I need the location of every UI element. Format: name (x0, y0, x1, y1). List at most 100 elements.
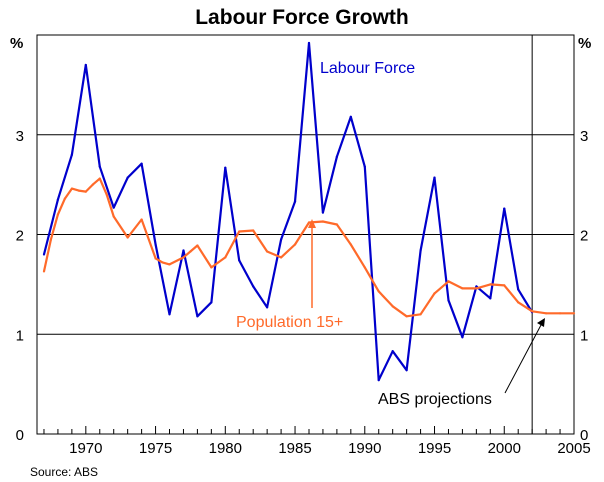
labour-force-point (56, 198, 60, 201)
y-tick-label-left: 0 (16, 427, 24, 444)
labour-force-point (279, 238, 283, 241)
population-15-point (252, 229, 255, 232)
labour-force-point (266, 306, 269, 309)
tick-labels: 0 0 1 1 2 2 3 3 1970 1975 1980 1985 1990 1995 2000 2005 (16, 128, 591, 457)
labour-force-point (461, 336, 464, 339)
population-15-point (140, 218, 143, 221)
population-15-point (349, 243, 352, 246)
labour-force-point (335, 155, 338, 158)
plot-frame (36, 34, 575, 435)
population-15-point (126, 236, 129, 239)
source-note: Source: ABS (30, 465, 98, 479)
labour-force-point (252, 285, 255, 288)
series-lines (42, 41, 576, 382)
y-tick-label-left: 1 (16, 327, 24, 344)
labour-force-point (405, 369, 408, 372)
labour-force-point (489, 297, 492, 300)
projections-arrow (504, 324, 542, 394)
population-label: Population 15+ (236, 314, 343, 331)
population-15-point (91, 183, 94, 186)
population-15-point (377, 290, 380, 293)
population-15-point (168, 263, 171, 266)
labour-force-point (517, 288, 520, 291)
x-tick-label: 1985 (278, 440, 311, 457)
y-axis-unit-left: % (10, 35, 23, 52)
population-15-point (545, 312, 548, 315)
labour-force-point (503, 207, 506, 210)
y-tick-label-right: 0 (580, 427, 588, 444)
projections-arrowhead (537, 318, 545, 327)
population-15-point (419, 313, 422, 316)
labour-force-point (433, 176, 436, 179)
x-tick-label: 2005 (557, 440, 590, 457)
population-15-point (112, 215, 115, 218)
population-15-point (558, 312, 562, 315)
population-15-point (517, 301, 520, 304)
population-15-point (572, 312, 576, 315)
population-15-point (279, 256, 283, 259)
population-15-point (70, 187, 73, 190)
y-tick-label-right: 3 (580, 128, 588, 145)
labour-force-label: Labour Force (320, 60, 415, 77)
axis-ticks (43, 426, 575, 434)
y-tick-label-right: 2 (580, 228, 588, 245)
labour-force-point (475, 285, 478, 288)
labour-force-point (70, 153, 73, 156)
population-15-point (189, 250, 192, 253)
population-15-point (475, 287, 478, 290)
labour-force-point (182, 249, 185, 252)
population-15-point (531, 310, 534, 313)
y-tick-label-left: 3 (16, 128, 24, 145)
labour-force-point (321, 211, 325, 214)
labour-force-point (168, 313, 171, 316)
x-tick-label: 1980 (209, 440, 242, 457)
population-15-point (98, 177, 101, 180)
labour-force-point (140, 162, 143, 165)
x-tick-label: 2000 (488, 440, 521, 457)
population-15-point (161, 261, 164, 264)
population-15-point (293, 243, 297, 246)
population-15-point (461, 287, 464, 290)
labour-force-point (447, 299, 450, 302)
labour-force-point (307, 41, 311, 45)
population-15-point (84, 190, 87, 193)
population-15-point (321, 220, 325, 223)
population-15-point (56, 213, 60, 216)
labour-force-point (112, 206, 115, 209)
chart-title: Labour Force Growth (195, 6, 409, 29)
x-tick-label: 1970 (69, 440, 102, 457)
population-15-line (42, 177, 574, 318)
population-15-point (182, 256, 185, 259)
y-axis-unit-right: % (578, 35, 591, 52)
labour-force-point (419, 249, 422, 252)
labour-force-point (98, 165, 101, 168)
projections-label: ABS projections (378, 391, 492, 408)
y-tick-label-left: 2 (16, 228, 24, 245)
labour-force-point (349, 115, 352, 118)
population-15-point (196, 244, 199, 247)
labour-force-line (42, 41, 534, 382)
population-15-point (154, 257, 157, 260)
population-15-point (335, 223, 338, 226)
labour-force-point (293, 200, 297, 203)
labour-force-point (210, 301, 213, 304)
population-15-point (307, 221, 311, 224)
labour-force-point (196, 315, 199, 318)
population-15-point (105, 193, 108, 196)
labour-force-point (84, 63, 87, 67)
x-tick-label: 1975 (139, 440, 172, 457)
labour-force-point (238, 259, 241, 262)
population-15-point (447, 280, 450, 283)
labour-force-point (224, 166, 227, 169)
gridlines (37, 134, 574, 335)
x-tick-label: 1990 (348, 440, 381, 457)
population-15-point (238, 230, 241, 233)
population-15-point (49, 238, 53, 241)
population-15-point (224, 256, 227, 259)
labour-force-point (126, 176, 129, 179)
labour-force-point (154, 243, 157, 246)
population-15-point (405, 315, 408, 318)
population-15-point (433, 292, 436, 295)
population-15-point (210, 266, 213, 269)
